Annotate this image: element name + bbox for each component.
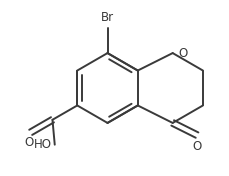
Text: O: O xyxy=(178,47,187,60)
Text: Br: Br xyxy=(101,11,114,24)
Text: O: O xyxy=(24,136,34,149)
Text: O: O xyxy=(192,140,202,153)
Text: HO: HO xyxy=(34,138,52,151)
